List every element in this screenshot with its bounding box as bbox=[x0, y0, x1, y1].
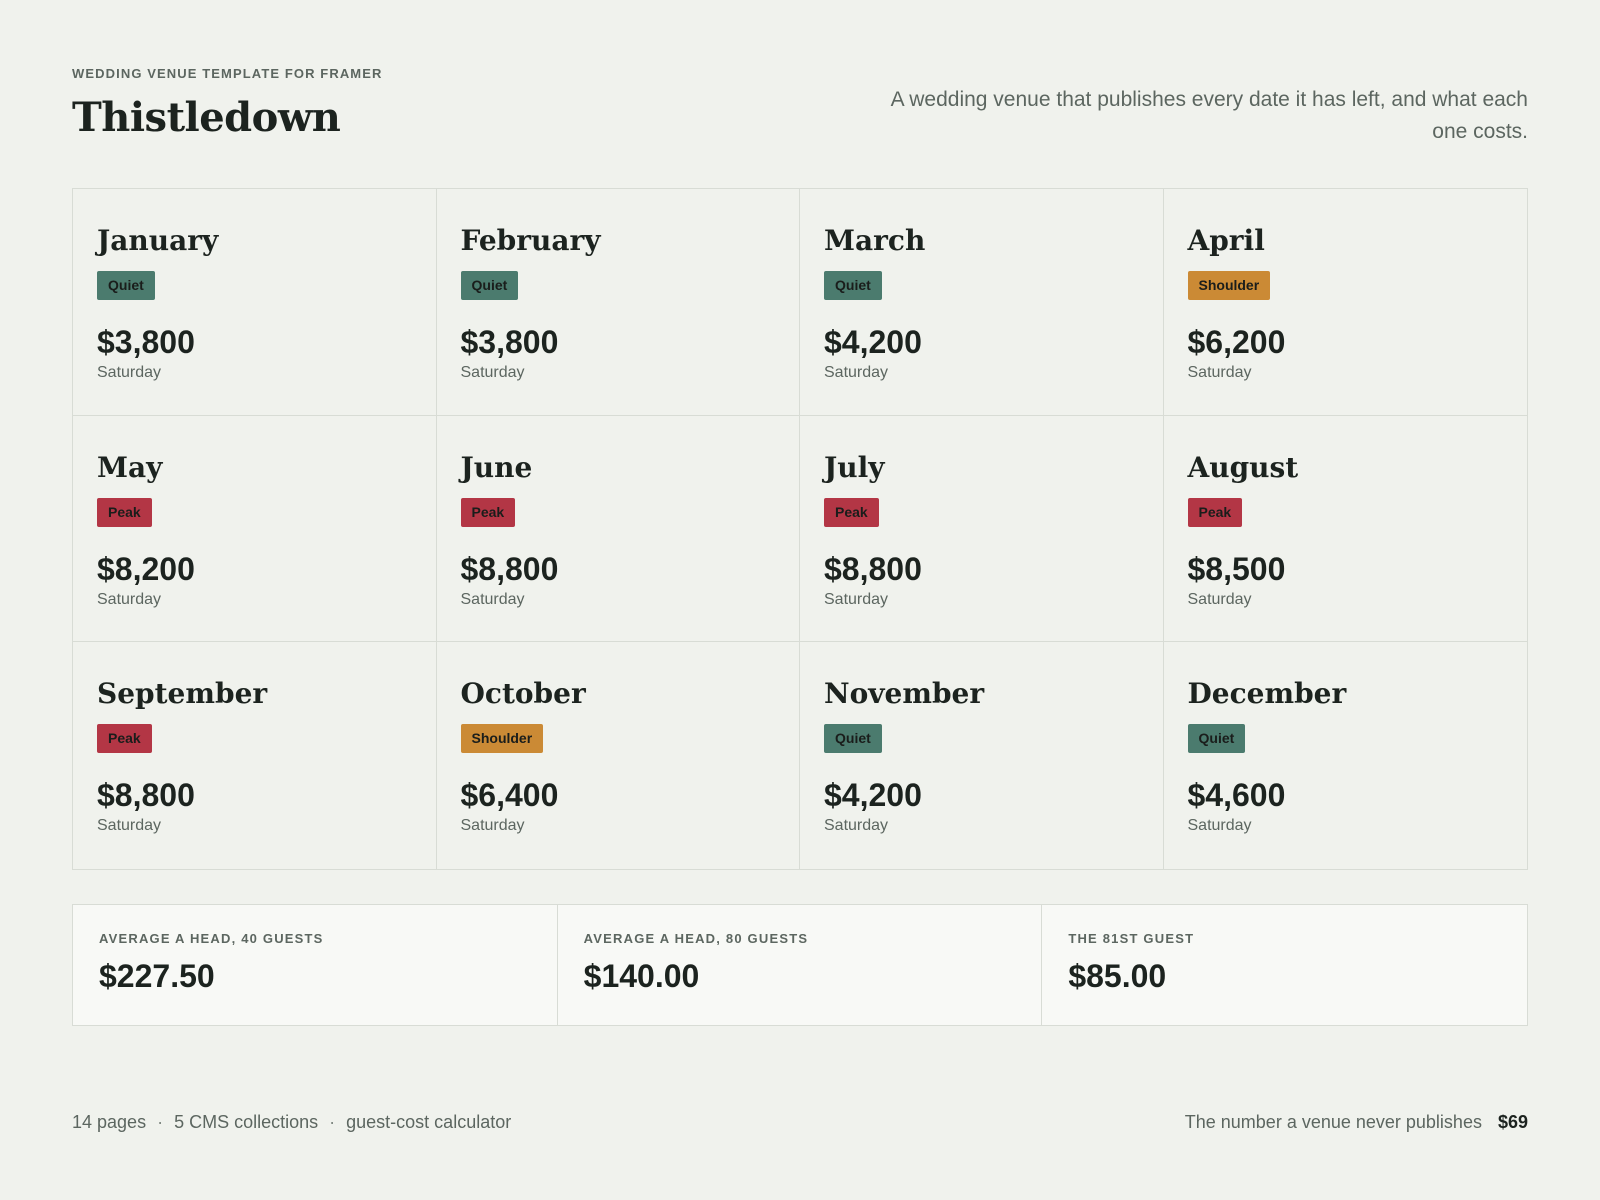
separator: · bbox=[329, 1112, 336, 1132]
month-card[interactable]: July Peak $8,800 Saturday bbox=[800, 415, 1164, 643]
month-price: $8,800 bbox=[824, 550, 922, 587]
stat-81st-guest: THE 81ST GUEST $85.00 bbox=[1042, 905, 1527, 1025]
stat-label: AVERAGE A HEAD, 80 GUESTS bbox=[583, 931, 809, 946]
month-card[interactable]: August Peak $8,500 Saturday bbox=[1163, 416, 1527, 643]
month-name: September bbox=[97, 677, 268, 711]
season-badge: Shoulder bbox=[1187, 271, 1271, 300]
month-name: July bbox=[824, 450, 885, 484]
month-name: May bbox=[97, 450, 163, 484]
price-day: Saturday bbox=[460, 817, 525, 835]
month-price: $8,200 bbox=[97, 550, 195, 587]
season-badge: Quiet bbox=[824, 724, 882, 754]
month-price: $6,200 bbox=[1187, 324, 1286, 360]
season-badge: Quiet bbox=[824, 271, 882, 300]
season-badge: Peak bbox=[824, 497, 879, 527]
pitch-text: The number a venue never publishes bbox=[1184, 1112, 1482, 1132]
header: WEDDING VENUE TEMPLATE FOR FRAMER Thistl… bbox=[72, 0, 1528, 188]
month-price: $4,600 bbox=[1187, 777, 1286, 814]
month-name: December bbox=[1187, 677, 1347, 711]
price-day: Saturday bbox=[1187, 364, 1252, 381]
stat-40-guests: AVERAGE A HEAD, 40 GUESTS $227.50 bbox=[73, 905, 558, 1025]
season-badge: Quiet bbox=[460, 271, 519, 300]
month-name: January bbox=[97, 224, 219, 257]
month-card[interactable]: December Quiet $4,600 Saturday bbox=[1164, 642, 1528, 869]
month-card[interactable]: October Shoulder $6,400 Saturday bbox=[437, 642, 800, 869]
price-day: Saturday bbox=[460, 590, 525, 608]
month-price: $4,200 bbox=[824, 777, 922, 814]
feature-pages: 14 pages bbox=[72, 1112, 147, 1132]
month-name: November bbox=[824, 677, 985, 711]
month-card[interactable]: June Peak $8,800 Saturday bbox=[436, 415, 800, 643]
season-badge: Quiet bbox=[97, 271, 155, 300]
feature-cms: 5 CMS collections bbox=[174, 1112, 319, 1132]
month-price: $6,400 bbox=[460, 777, 559, 814]
stat-label: THE 81ST GUEST bbox=[1068, 931, 1195, 946]
month-card[interactable]: April Shoulder $6,200 Saturday bbox=[1163, 189, 1527, 416]
price-day: Saturday bbox=[97, 817, 162, 835]
month-card[interactable]: February Quiet $3,800 Saturday bbox=[436, 189, 800, 416]
month-card[interactable]: November Quiet $4,200 Saturday bbox=[800, 642, 1164, 869]
season-badge: Peak bbox=[1187, 497, 1243, 527]
month-price: $4,200 bbox=[824, 324, 922, 360]
page: WEDDING VENUE TEMPLATE FOR FRAMER Thistl… bbox=[72, 0, 1528, 1132]
month-price: $3,800 bbox=[460, 324, 559, 360]
price-day: Saturday bbox=[97, 364, 162, 381]
month-name: April bbox=[1187, 224, 1265, 257]
month-price: $3,800 bbox=[97, 324, 195, 360]
purchase-pitch[interactable]: The number a venue never publishes $69 bbox=[1185, 1112, 1528, 1133]
month-price: $8,500 bbox=[1187, 550, 1286, 587]
month-price: $8,800 bbox=[460, 550, 559, 587]
season-badge: Peak bbox=[460, 497, 516, 527]
stat-80-guests: AVERAGE A HEAD, 80 GUESTS $140.00 bbox=[558, 905, 1043, 1025]
price-day: Saturday bbox=[824, 817, 889, 835]
month-name: October bbox=[460, 677, 586, 711]
stat-label: AVERAGE A HEAD, 40 GUESTS bbox=[99, 931, 324, 946]
tagline: A wedding venue that publishes every dat… bbox=[890, 88, 1528, 143]
month-card[interactable]: May Peak $8,200 Saturday bbox=[73, 415, 437, 643]
month-card[interactable]: March Quiet $4,200 Saturday bbox=[800, 189, 1164, 416]
price-day: Saturday bbox=[1187, 590, 1252, 608]
price-day: Saturday bbox=[460, 364, 525, 381]
season-badge: Peak bbox=[97, 724, 152, 754]
month-name: August bbox=[1187, 450, 1299, 484]
month-card[interactable]: January Quiet $3,800 Saturday bbox=[73, 189, 437, 416]
stat-value: $85.00 bbox=[1068, 958, 1167, 994]
separator: · bbox=[157, 1112, 164, 1132]
eyebrow: WEDDING VENUE TEMPLATE FOR FRAMER bbox=[72, 66, 383, 81]
price-day: Saturday bbox=[97, 590, 162, 608]
price-day: Saturday bbox=[824, 364, 889, 381]
month-name: June bbox=[460, 450, 533, 484]
guest-cost-summary: AVERAGE A HEAD, 40 GUESTS $227.50 AVERAG… bbox=[72, 904, 1528, 1026]
template-price[interactable]: $69 bbox=[1497, 1112, 1528, 1132]
feature-calculator: guest-cost calculator bbox=[346, 1112, 512, 1132]
month-name: March bbox=[824, 224, 926, 257]
month-card[interactable]: September Peak $8,800 Saturday bbox=[73, 642, 437, 869]
feature-list: 14 pages · 5 CMS collections · guest-cos… bbox=[72, 1112, 511, 1133]
season-badge: Quiet bbox=[1187, 724, 1246, 754]
month-price: $8,800 bbox=[97, 777, 195, 814]
price-day: Saturday bbox=[1187, 817, 1252, 835]
season-badge: Shoulder bbox=[460, 724, 544, 754]
price-day: Saturday bbox=[824, 590, 889, 608]
page-title: Thistledown bbox=[72, 94, 341, 141]
season-badge: Peak bbox=[97, 497, 152, 527]
month-grid: January Quiet $3,800 Saturday February Q… bbox=[72, 188, 1528, 870]
stat-value: $140.00 bbox=[583, 958, 700, 994]
month-name: February bbox=[460, 224, 601, 257]
stat-value: $227.50 bbox=[99, 958, 215, 994]
